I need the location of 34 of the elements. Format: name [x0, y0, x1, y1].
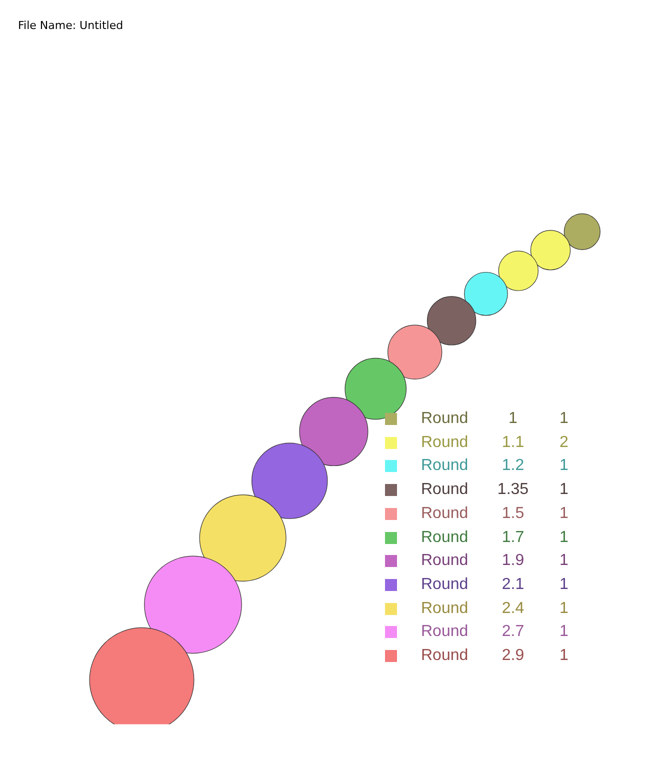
data-label: 1.9	[500, 551, 526, 572]
data-label: 2.1	[500, 574, 526, 595]
data-label: 1	[558, 598, 570, 619]
category-label: Round	[421, 646, 468, 666]
data-label: 1	[558, 504, 570, 524]
data-label: 1	[558, 622, 570, 642]
data-label: 1	[558, 574, 570, 595]
data-label: 1	[508, 409, 518, 429]
category-label: Round	[421, 432, 468, 453]
data-label: 1	[558, 456, 570, 476]
data-label: 1	[558, 551, 570, 572]
data-label: 1	[558, 409, 570, 429]
category-label: Round	[421, 622, 468, 642]
category-label: Round	[421, 574, 468, 595]
data-label: 2.4	[500, 598, 526, 619]
data-label: 2.7	[500, 622, 526, 642]
data-label: 1.35	[496, 480, 530, 500]
category-label: Round	[421, 528, 468, 548]
data-label: 1.2	[500, 456, 526, 476]
data-label: 1	[558, 646, 570, 666]
data-label: 1.5	[500, 504, 526, 524]
data-label: 1	[558, 528, 570, 548]
data-label: 2.9	[500, 646, 526, 666]
category-label: Round	[421, 480, 468, 500]
category-label: Round	[421, 409, 468, 429]
data-label: 1.1	[500, 432, 526, 453]
text: File Name: Untitled	[18, 19, 124, 32]
data-label: 2	[558, 432, 570, 453]
category-label: Round	[421, 551, 468, 572]
category-label: Round	[421, 456, 468, 476]
category-label: Round	[421, 598, 468, 619]
data-label: 1.7	[500, 528, 526, 548]
category-label: Round	[421, 504, 468, 524]
data-label: 1	[558, 480, 570, 500]
